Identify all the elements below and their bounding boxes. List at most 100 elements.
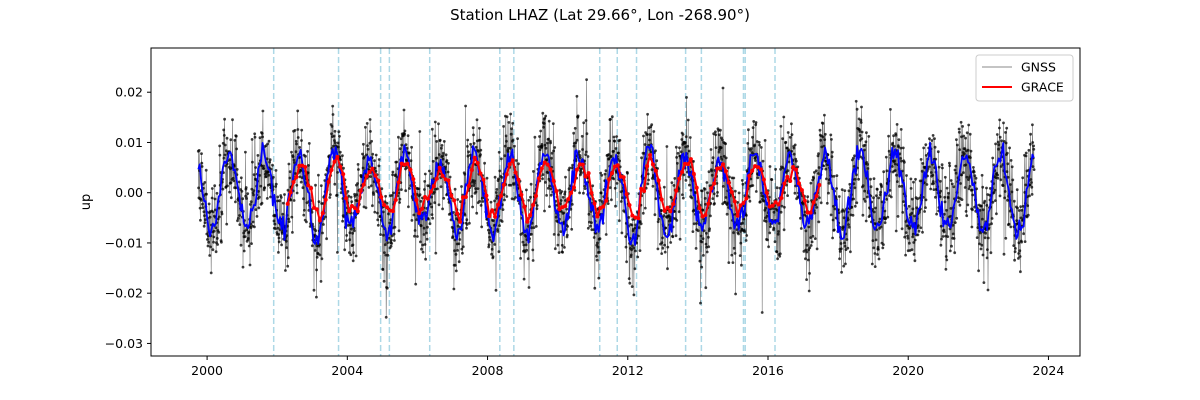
gnss-point xyxy=(1030,181,1033,184)
gnss-point xyxy=(953,251,957,255)
gnss-point xyxy=(317,200,321,204)
gnss-point xyxy=(704,242,708,246)
gnss-point xyxy=(383,251,386,255)
gnss-point xyxy=(817,220,821,224)
gnss-point xyxy=(294,150,298,154)
gnss-point xyxy=(337,130,341,134)
gnss-point xyxy=(478,200,482,203)
gnss-point xyxy=(1018,249,1022,253)
gnss-point xyxy=(366,144,369,148)
gnss-point xyxy=(626,171,629,175)
gnss-point xyxy=(329,193,332,197)
gnss-point xyxy=(944,267,948,271)
gnss-point xyxy=(782,115,786,119)
gnss-point xyxy=(571,163,574,167)
gnss-point xyxy=(1018,255,1022,258)
gnss-point xyxy=(853,204,857,208)
gnss-point xyxy=(295,191,299,195)
gnss-point xyxy=(546,171,550,175)
gnss-point xyxy=(578,154,582,157)
gnss-point xyxy=(287,162,291,166)
grace-point xyxy=(440,173,445,178)
gnss-point xyxy=(388,221,392,225)
gnss-point xyxy=(719,146,723,150)
gnss-point xyxy=(570,227,574,231)
gnss-point xyxy=(614,147,618,150)
gnss-point xyxy=(1005,151,1009,155)
gnss-point xyxy=(879,190,882,194)
gnss-point xyxy=(352,229,356,233)
grace-point xyxy=(683,161,687,166)
grace-point xyxy=(697,206,702,211)
gnss-point xyxy=(946,235,950,239)
gnss-point xyxy=(993,199,997,203)
gnss-point xyxy=(286,264,290,268)
gnss-point xyxy=(491,255,495,258)
gnss-point xyxy=(437,153,441,156)
gnss-point xyxy=(931,134,935,137)
gnss-point xyxy=(578,156,582,160)
gnss-point xyxy=(315,295,318,299)
gnss-point xyxy=(586,155,590,158)
gnss-point xyxy=(929,187,933,191)
gnss-point xyxy=(810,240,814,244)
grace-point xyxy=(656,178,661,183)
gnss-point xyxy=(1002,140,1006,143)
gnss-point xyxy=(685,96,688,99)
gnss-point xyxy=(376,223,380,227)
gnss-point xyxy=(245,228,249,232)
gnss-point xyxy=(967,187,971,191)
gnss-point xyxy=(1014,247,1017,250)
gnss-point xyxy=(612,149,615,153)
gnss-point xyxy=(350,200,354,204)
gnss-point xyxy=(238,214,241,217)
gnss-point xyxy=(906,236,910,240)
gnss-point xyxy=(381,268,385,271)
gnss-point xyxy=(557,251,561,255)
gnss-point xyxy=(346,190,350,193)
gnss-point xyxy=(641,211,645,215)
gnss-point xyxy=(546,141,549,145)
gnss-point xyxy=(922,146,926,150)
gnss-point xyxy=(595,258,599,262)
gnss-point xyxy=(210,187,214,190)
gnss-point xyxy=(768,225,772,229)
gnss-point xyxy=(529,195,532,199)
gnss-point xyxy=(362,142,365,146)
gnss-point xyxy=(489,200,493,204)
gnss-point xyxy=(898,185,901,188)
gnss-point xyxy=(981,208,985,212)
grace-point xyxy=(501,182,506,187)
gnss-point xyxy=(245,197,248,200)
gnss-point xyxy=(930,139,934,142)
gnss-point xyxy=(240,189,244,193)
gnss-point xyxy=(535,207,539,211)
gnss-point xyxy=(419,240,422,244)
gnss-point xyxy=(352,251,355,255)
gnss-point xyxy=(339,158,342,162)
gnss-point xyxy=(1032,168,1036,172)
grace-point xyxy=(382,203,387,207)
gnss-point xyxy=(575,94,579,98)
gnss-point xyxy=(943,175,947,179)
gnss-point xyxy=(1006,198,1009,202)
gnss-point xyxy=(1026,213,1030,217)
gnss-point xyxy=(863,189,867,193)
gnss-point xyxy=(198,206,202,210)
gnss-point xyxy=(958,148,961,152)
grace-point xyxy=(572,185,576,190)
gnss-point xyxy=(816,154,820,158)
gnss-point xyxy=(206,244,210,248)
gnss-point xyxy=(648,138,651,142)
gnss-point xyxy=(570,166,574,170)
gnss-point xyxy=(286,256,290,260)
gnss-point xyxy=(532,226,536,230)
gnss-point xyxy=(197,149,201,152)
gnss-point xyxy=(646,182,650,186)
gnss-point xyxy=(229,181,233,185)
gnss-point xyxy=(727,261,731,264)
gnss-point xyxy=(1028,142,1032,146)
gnss-point xyxy=(477,150,480,153)
gnss-point xyxy=(553,247,557,251)
gnss-point xyxy=(426,217,430,221)
